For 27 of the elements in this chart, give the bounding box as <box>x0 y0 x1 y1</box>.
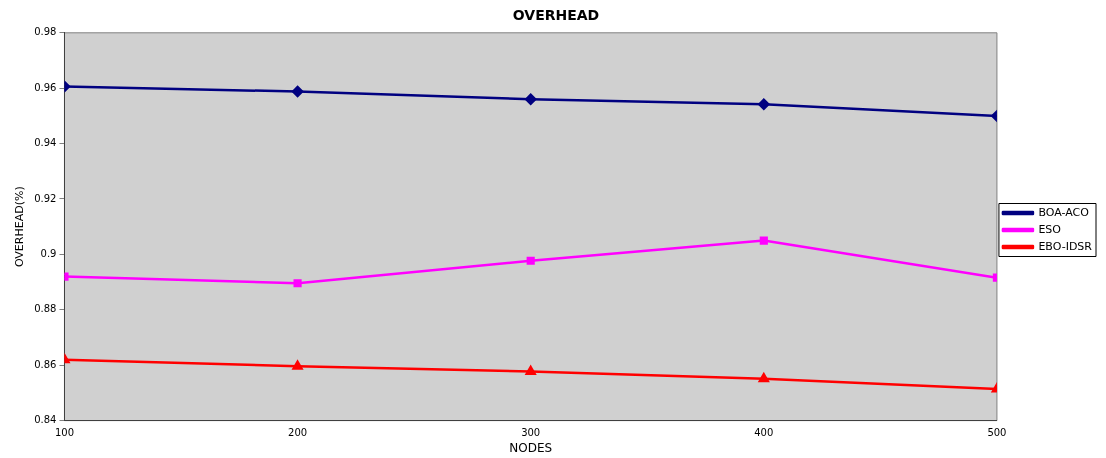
x-tick-label: 400 <box>754 427 774 439</box>
point <box>524 93 537 106</box>
y-tick-label: 0.96 <box>34 81 57 93</box>
y-tick-label: 0.84 <box>34 414 57 426</box>
point <box>291 85 304 98</box>
y-tick-label: 0.92 <box>34 192 57 204</box>
x-tick-label: 100 <box>54 427 75 439</box>
y-tick-label: 0.9 <box>40 247 57 259</box>
y-axis-title: OVERHEAD(%) <box>13 186 27 268</box>
point <box>526 256 535 265</box>
legend-label: ESO <box>1038 222 1062 236</box>
x-axis-title: NODES <box>509 440 553 455</box>
x-tick-label: 300 <box>521 427 541 439</box>
point <box>758 98 770 111</box>
point <box>759 236 768 245</box>
legend-label: EBO-IDSR <box>1038 239 1093 253</box>
legend-label: BOA-ACO <box>1038 205 1090 219</box>
point <box>525 365 536 376</box>
chart-title: OVERHEAD <box>512 7 600 24</box>
y-tick-label: 0.94 <box>34 137 57 149</box>
point <box>293 279 302 288</box>
y-tick-label: 0.98 <box>34 26 57 38</box>
x-tick-label: 500 <box>987 427 1007 439</box>
y-tick-label: 0.88 <box>34 303 57 315</box>
y-tick-label: 0.86 <box>34 358 57 370</box>
point <box>292 360 303 370</box>
x-tick-label: 200 <box>288 427 308 439</box>
